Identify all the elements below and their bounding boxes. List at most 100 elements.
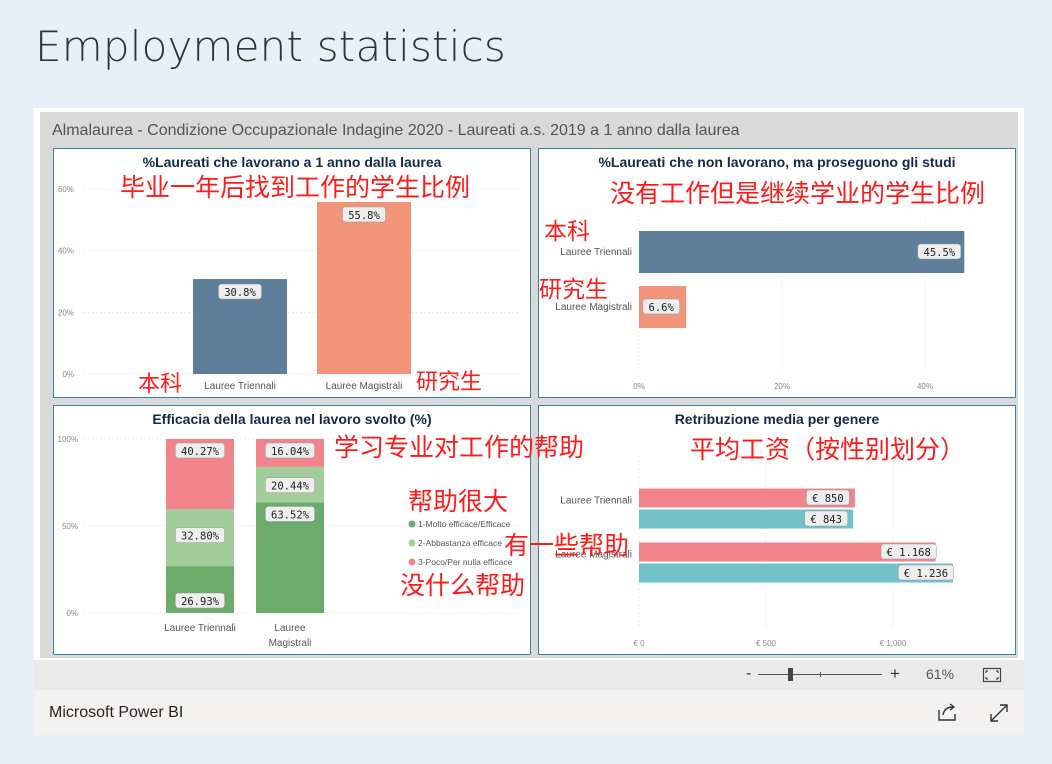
x-tick-label: € 1,000 [880,639,907,648]
zoom-slider-tick [820,672,821,677]
data-label-bg [265,506,315,522]
data-label-bg [342,206,386,223]
bar [639,509,854,529]
chart-studying-panel[interactable]: %Laureati che non lavorano, ma proseguon… [538,148,1016,398]
annotation: 研究生 [539,277,608,303]
data-label: 45.5% [924,247,956,259]
data-label: € 1.168 [887,547,931,559]
bar [639,542,936,562]
zoom-in-button[interactable]: + [890,664,900,683]
y-tick-label: 50% [62,522,78,531]
data-label: € 1.236 [904,568,948,580]
x-tick-label: Magistrali [269,638,312,649]
x-tick-label: Lauree [274,623,306,634]
chart-effectiveness-panel[interactable]: Efficacia della laurea nel lavoro svolto… [53,405,531,655]
data-label-bg [218,283,262,300]
zoom-bar: - + 61% [34,660,1024,690]
data-label: 32.80% [181,531,220,543]
data-label-bg [917,243,962,260]
x-tick-label: 40% [917,382,933,391]
zoom-out-button[interactable]: - [746,665,752,682]
legend-label: 2-Abbastanza efficace [418,538,502,548]
data-label-bg [175,527,225,543]
fullscreen-icon[interactable] [988,702,1010,724]
x-tick-label: Lauree Magistrali [326,381,403,392]
annotation: 毕业一年后找到工作的学生比例 [120,173,471,202]
y-tick-label: 60% [58,185,74,194]
zoom-percent: 61% [926,666,955,682]
data-label-bg [897,564,954,581]
data-label: 63.52% [271,509,310,521]
x-tick-label: € 0 [633,639,645,648]
data-label-bg [804,510,848,527]
page-title: Employment statistics [35,22,506,71]
data-label: € 843 [810,514,842,526]
data-label: 20.44% [271,481,310,493]
share-icon[interactable] [936,702,958,722]
powerbi-embed: Almalaurea - Condizione Occupazionale In… [34,108,1024,735]
annotation: 有一些帮助 [504,531,630,560]
report-title: Almalaurea - Condizione Occupazionale In… [52,122,740,139]
chart-title: Efficacia della laurea nel lavoro svolto… [152,411,432,427]
annotation: 平均工资（按性别划分） [690,435,966,464]
annotation: 学习专业对工作的帮助 [334,433,585,462]
x-tick-label: Lauree Triennali [204,381,276,392]
chart-salary-panel[interactable]: Retribuzione media per genere € 0 € 500 € … [538,405,1016,655]
legend-marker [408,558,416,566]
chart-employed-panel[interactable]: %Laureati che lavorano a 1 anno dalla la… [53,148,531,398]
data-label: € 850 [812,493,844,505]
y-tick-label: Lauree Triennali [560,496,632,507]
legend-marker [408,520,416,528]
y-tick-label: 20% [58,308,74,317]
chart-title: %Laureati che non lavorano, ma proseguon… [598,154,956,170]
data-label: 30.8% [224,287,256,299]
y-tick-label: 0% [62,370,74,379]
chart-salary: € 0 € 500 € 1,000 € 850 € 843 Lauree Triennal… [555,456,954,648]
x-tick-label: 20% [774,382,790,391]
y-tick-label: Lauree Triennali [560,247,632,258]
data-label-bg [175,442,225,459]
data-label: 55.8% [348,210,380,222]
bar [639,488,855,508]
data-label-bg [175,592,225,609]
data-label: 26.93% [181,596,220,608]
annotation: 本科 [544,219,590,245]
annotation: 没什么帮助 [400,571,526,600]
x-tick-label: Lauree Triennali [164,623,236,634]
legend-marker [408,539,416,547]
bar [639,231,965,273]
annotation: 本科 [138,372,183,397]
data-label: 6.6% [649,302,675,314]
brand-link[interactable]: Microsoft Power BI [49,704,184,721]
annotation: 帮助很大 [408,487,509,516]
y-tick-label: 40% [58,247,74,256]
annotation: 研究生 [416,370,483,395]
y-tick-label: Lauree Magistrali [555,302,632,313]
bar [317,201,411,374]
bar [639,563,953,583]
chart-title: Retribuzione media per genere [674,411,880,427]
data-label: 16.04% [271,446,310,458]
chart-studying: 0% 20% 40% 45.5% Lauree Triennali 6.6% Lauree … [555,219,965,391]
data-label: 40.27% [181,446,220,458]
y-tick-label: 0% [66,609,78,618]
chart-employed: 0% 20% 40% 60% 30.8% Lauree Triennali 55.8% Lau… [58,185,519,392]
report-canvas: Almalaurea - Condizione Occupazionale In… [40,112,1018,658]
data-label-bg [265,442,315,459]
data-label-bg [880,543,937,560]
x-tick-label: 0% [633,382,645,391]
legend-label: 3-Poco/Per nulla efficace [418,557,513,567]
chart-title: %Laureati che lavorano a 1 anno dalla la… [142,154,442,170]
x-tick-label: € 500 [756,639,777,648]
powerbi-footer: Microsoft Power BI [34,690,1024,735]
annotation: 没有工作但是继续学业的学生比例 [610,179,986,208]
y-tick-label: Lauree Magistrali [555,550,632,561]
legend-label: 1-Molto efficace/Efficace [418,519,511,529]
fit-to-page-icon[interactable] [982,666,1002,684]
chart-effectiveness: 0% 50% 100% 26.93% 32.80% 40.27% Lauree Trienn… [58,435,519,649]
data-label-bg [806,489,850,506]
y-tick-label: 100% [58,435,78,444]
zoom-slider-thumb[interactable] [788,668,794,681]
data-label-bg [265,477,315,493]
data-label-bg [642,298,680,315]
